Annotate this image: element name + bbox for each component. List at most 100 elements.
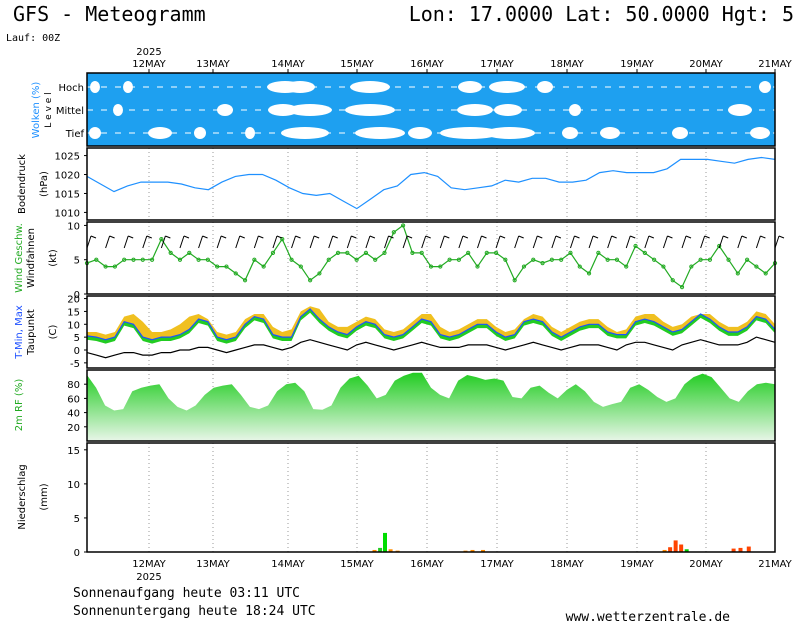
wind-barb: [569, 235, 575, 249]
rh-panel-border: [86, 369, 776, 442]
wind-speed-line-point: [466, 250, 471, 255]
wind-speed-line-point: [298, 264, 303, 269]
precip-bar: [378, 547, 383, 552]
wind-barb-flag: [499, 235, 506, 239]
wind-barb: [384, 235, 389, 249]
dewpoint-axis-label: Taupunkt: [26, 309, 37, 356]
wind-speed-line-point: [224, 264, 229, 269]
day-label-bottom: 20MAY: [689, 559, 723, 570]
sunset-text: Sonnenuntergang heute 18:24 UTC: [73, 604, 316, 619]
wind-speed-line-point: [642, 250, 647, 255]
rh-axis-label: 2m RF (%): [14, 379, 25, 432]
wind-speed-line-point: [280, 237, 285, 242]
wind-speed-line-point: [679, 285, 685, 290]
pressure-tick-label: 1020: [55, 171, 80, 182]
wind-speed-line-point: [196, 257, 201, 262]
wind-barb-flag: [592, 235, 599, 239]
cloud-axis-label: Wolken (%): [31, 82, 42, 139]
temp-tick-label: 5: [74, 333, 80, 344]
wind-speed-line-point: [614, 257, 620, 262]
temp-max-band: [87, 306, 775, 340]
cloud-blob: [562, 127, 578, 139]
wind-speed-line-point: [503, 257, 508, 262]
wind-barb: [105, 235, 111, 249]
wind-speed-line-point: [521, 264, 527, 269]
sunrise-text: Sonnenaufgang heute 03:11 UTC: [73, 586, 300, 601]
day-label-bottom: 18MAY: [550, 559, 584, 570]
day-label-top: 12MAY: [132, 59, 166, 70]
day-label-bottom: 19MAY: [620, 559, 654, 570]
cloud-blob: [537, 81, 553, 93]
dewpoint-line: [86, 336, 776, 359]
chart-title: GFS - Meteogramm: [13, 2, 206, 26]
wind-speed-line-point: [549, 257, 554, 262]
wind-speed-line-point: [345, 250, 350, 255]
wind-barb-flag: [332, 235, 338, 239]
wind-speed-line-point: [605, 257, 610, 262]
wind-speed-line-point: [205, 257, 210, 262]
day-label-top: 17MAY: [480, 59, 514, 70]
cloud-blob: [457, 104, 493, 116]
wind-barb: [160, 235, 166, 249]
cloud-blob: [569, 104, 581, 116]
wind-barb: [644, 235, 650, 249]
cloud-blob: [90, 81, 100, 93]
cloud-blob: [408, 127, 432, 139]
wind-barb: [588, 235, 594, 249]
precip-bar: [662, 549, 667, 552]
temp-tick-label: -5: [70, 359, 80, 370]
cloud-level-tief: Tief: [65, 129, 85, 140]
wind-speed-line-point: [103, 264, 108, 269]
wind-barb: [737, 235, 743, 249]
model-run-label: Lauf: 00Z: [6, 33, 61, 44]
wind-speed-line-point: [382, 250, 387, 255]
wind-barb: [123, 235, 129, 249]
wind-speed-line-point: [577, 264, 582, 269]
wind-speed-line-point: [512, 278, 517, 283]
wind-speed-line-point: [354, 257, 359, 262]
cloud-blob: [728, 104, 752, 116]
pressure-panel-border: [86, 147, 776, 221]
wind-barb-flag: [518, 235, 524, 239]
wind-barb: [681, 235, 687, 249]
wind-tick-label: 5: [74, 256, 80, 267]
wind-speed-line-point: [707, 257, 713, 262]
wind-speed-line-point: [140, 257, 145, 262]
day-label-top: 20MAY: [689, 59, 723, 70]
wind-barb: [755, 235, 761, 249]
precip-bar: [679, 544, 684, 552]
wind-speed-line-point: [745, 257, 750, 262]
cloud-blob: [123, 81, 133, 93]
pressure-line: [86, 156, 776, 210]
day-label-top: 21MAY: [758, 59, 792, 70]
wind-speed-line-point: [131, 257, 136, 262]
wind-speed-line-point: [261, 264, 266, 269]
precip-tick-label: 5: [74, 514, 80, 525]
wind-barb-flag: [128, 235, 134, 239]
wind-barb-label: Windfahnen: [26, 228, 37, 288]
wind-barb-flag: [760, 235, 766, 239]
wind-barb-flag: [425, 235, 431, 239]
pressure-unit-label: (hPa): [39, 171, 50, 197]
cloud-blob: [281, 127, 329, 139]
precip-bar: [470, 549, 475, 552]
day-label-bottom: 14MAY: [271, 559, 305, 570]
wind-speed-line-point: [308, 278, 313, 283]
wind-barb-flag: [611, 235, 617, 239]
wind-barb: [662, 235, 668, 249]
wind-speed-line-point: [112, 264, 117, 269]
pressure-tick-label: 1010: [55, 208, 80, 219]
cloud-level-hoch: Hoch: [59, 83, 84, 94]
day-label-top: 14MAY: [271, 59, 305, 70]
wind-barb-flag: [444, 235, 450, 239]
wind-barb-flag: [723, 235, 729, 239]
wind-speed-line-point: [419, 250, 424, 255]
temp-tick-label: 20: [67, 295, 80, 306]
day-label-bottom: 15MAY: [340, 559, 374, 570]
rh-tick-label: 60: [67, 394, 80, 405]
wind-barb-flag: [90, 235, 97, 239]
wind-speed-line-point: [456, 257, 461, 262]
temp-tick-label: 0: [74, 346, 80, 357]
temp-axis-label: T-Min, Max: [14, 305, 25, 360]
wind-barb-flag: [239, 235, 245, 239]
